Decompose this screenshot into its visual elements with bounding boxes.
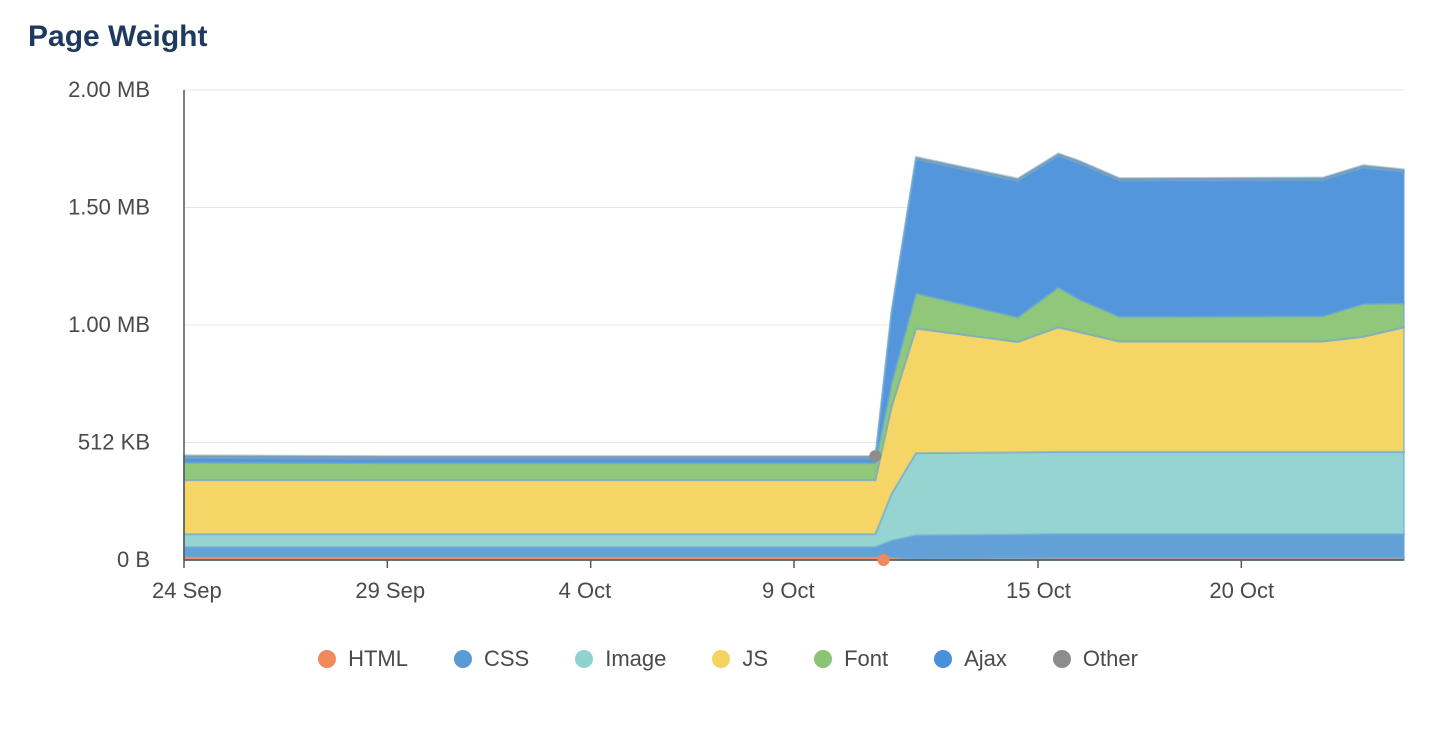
y-tick-label: 1.50 MB bbox=[68, 195, 150, 220]
legend-label: Ajax bbox=[964, 646, 1007, 672]
legend-item-css[interactable]: CSS bbox=[454, 646, 529, 672]
high-marker bbox=[869, 450, 881, 462]
legend-item-ajax[interactable]: Ajax bbox=[934, 646, 1007, 672]
x-tick-label: 24 Sep bbox=[152, 578, 222, 603]
x-tick-label: 20 Oct bbox=[1209, 578, 1274, 603]
x-tick-label: 4 Oct bbox=[559, 578, 612, 603]
x-tick-label: 15 Oct bbox=[1006, 578, 1071, 603]
legend-dot bbox=[575, 650, 593, 668]
chart-legend: HTML CSS Image JS Font Ajax Other bbox=[0, 646, 1456, 672]
legend-dot bbox=[318, 650, 336, 668]
legend-item-image[interactable]: Image bbox=[575, 646, 666, 672]
x-tick-label: 9 Oct bbox=[762, 578, 815, 603]
legend-dot bbox=[712, 650, 730, 668]
legend-label: CSS bbox=[484, 646, 529, 672]
x-tick-label: 29 Sep bbox=[355, 578, 425, 603]
legend-item-js[interactable]: JS bbox=[712, 646, 768, 672]
legend-label: Font bbox=[844, 646, 888, 672]
y-tick-label: 0 B bbox=[117, 547, 150, 572]
legend-dot bbox=[454, 650, 472, 668]
y-tick-label: 2.00 MB bbox=[68, 77, 150, 102]
legend-label: HTML bbox=[348, 646, 408, 672]
y-tick-label: 512 KB bbox=[78, 430, 150, 455]
legend-dot bbox=[814, 650, 832, 668]
legend-label: JS bbox=[742, 646, 768, 672]
low-marker bbox=[877, 554, 889, 566]
legend-label: Other bbox=[1083, 646, 1138, 672]
page-weight-chart: 0 B 512 KB 1.00 MB 1.50 MB 2.00 MB 24 Sep 29 S… bbox=[0, 0, 1456, 640]
legend-item-font[interactable]: Font bbox=[814, 646, 888, 672]
legend-dot bbox=[1053, 650, 1071, 668]
legend-item-html[interactable]: HTML bbox=[318, 646, 408, 672]
legend-dot bbox=[934, 650, 952, 668]
legend-item-other[interactable]: Other bbox=[1053, 646, 1138, 672]
legend-label: Image bbox=[605, 646, 666, 672]
y-tick-label: 1.00 MB bbox=[68, 312, 150, 337]
